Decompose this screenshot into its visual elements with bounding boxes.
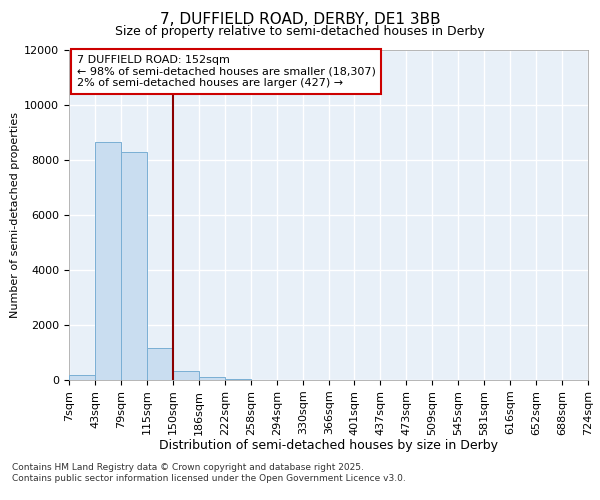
X-axis label: Distribution of semi-detached houses by size in Derby: Distribution of semi-detached houses by … bbox=[159, 439, 498, 452]
Bar bbox=[147, 348, 173, 380]
Y-axis label: Number of semi-detached properties: Number of semi-detached properties bbox=[10, 112, 20, 318]
Bar bbox=[95, 142, 121, 380]
Text: 7 DUFFIELD ROAD: 152sqm
← 98% of semi-detached houses are smaller (18,307)
2% of: 7 DUFFIELD ROAD: 152sqm ← 98% of semi-de… bbox=[77, 55, 376, 88]
Text: Contains HM Land Registry data © Crown copyright and database right 2025.: Contains HM Land Registry data © Crown c… bbox=[12, 462, 364, 471]
Bar bbox=[224, 378, 251, 380]
Text: 7, DUFFIELD ROAD, DERBY, DE1 3BB: 7, DUFFIELD ROAD, DERBY, DE1 3BB bbox=[160, 12, 440, 28]
Text: Size of property relative to semi-detached houses in Derby: Size of property relative to semi-detach… bbox=[115, 25, 485, 38]
Bar bbox=[199, 377, 224, 380]
Bar bbox=[69, 374, 95, 380]
Text: Contains public sector information licensed under the Open Government Licence v3: Contains public sector information licen… bbox=[12, 474, 406, 483]
Bar bbox=[121, 152, 147, 380]
Bar bbox=[173, 371, 199, 380]
